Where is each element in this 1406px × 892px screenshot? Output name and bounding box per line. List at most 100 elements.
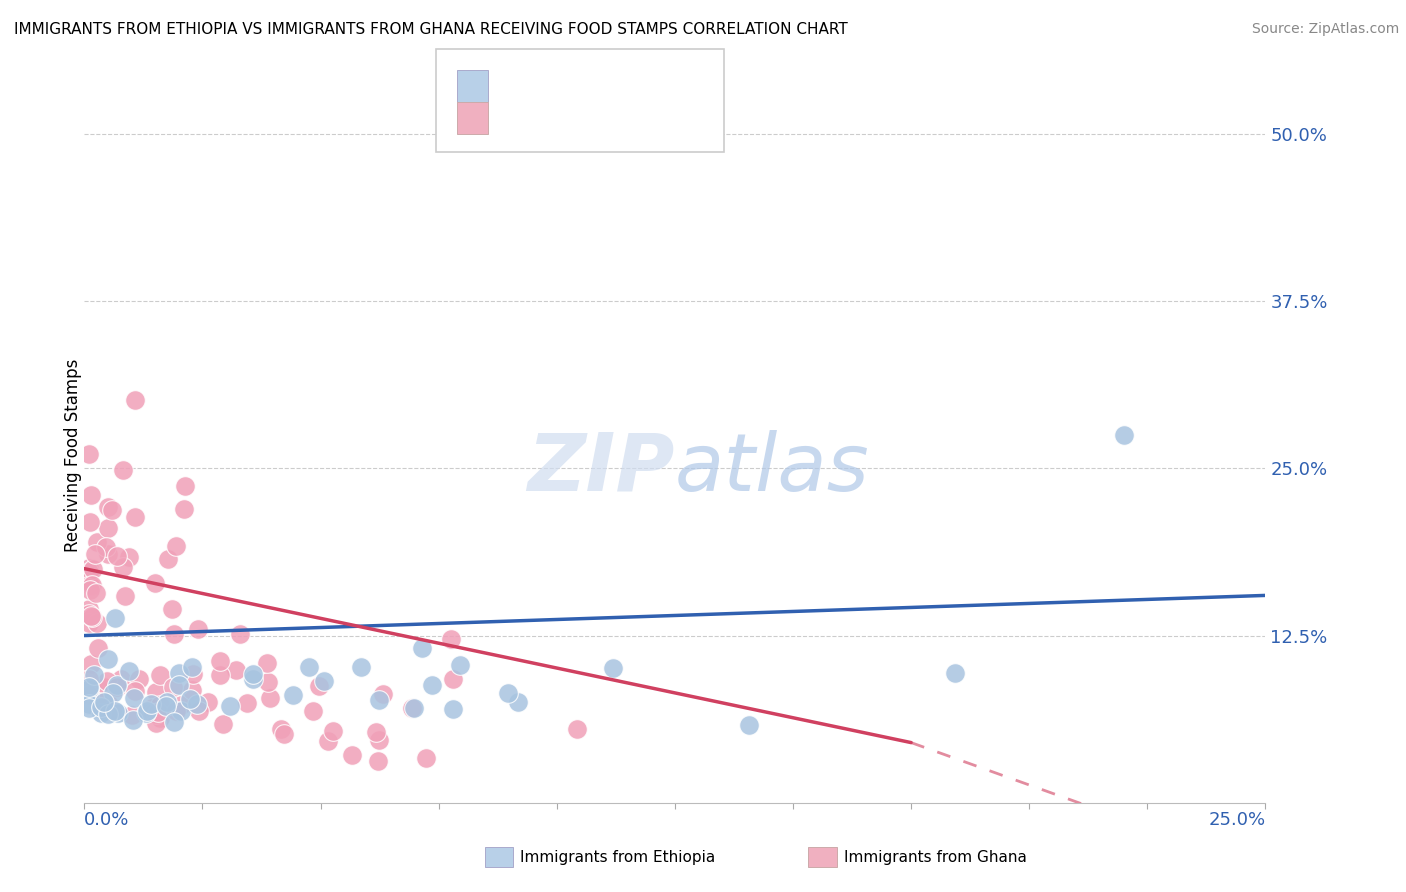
Point: [236, 696, 259, 710]
Point: [411, 640, 433, 655]
Point: [110, 672, 132, 686]
Point: [165, 704, 187, 718]
Point: [79, 578, 101, 592]
Point: [93, 680, 115, 694]
Point: [602, 661, 624, 675]
Point: [565, 722, 588, 736]
Point: [368, 733, 391, 747]
Point: [312, 673, 335, 688]
Point: [402, 700, 425, 714]
Point: [316, 734, 339, 748]
Point: [97, 696, 120, 710]
Point: [342, 747, 364, 762]
Point: [84, 585, 107, 599]
Point: [80, 657, 103, 672]
Point: [77, 688, 100, 702]
Point: [197, 695, 219, 709]
Point: [80, 578, 103, 592]
Point: [77, 697, 100, 711]
Point: [401, 700, 423, 714]
Point: [77, 698, 100, 712]
Point: [93, 695, 115, 709]
Point: [350, 660, 373, 674]
Point: [77, 682, 100, 697]
Point: [77, 607, 100, 622]
Point: [211, 717, 233, 731]
Point: [77, 616, 100, 631]
Point: [162, 714, 184, 729]
Text: 0.0%: 0.0%: [84, 811, 129, 830]
Point: [181, 666, 204, 681]
Point: [77, 566, 100, 580]
Point: [441, 673, 464, 687]
Point: [256, 657, 278, 671]
Point: [80, 609, 103, 624]
Point: [101, 702, 124, 716]
Point: [86, 535, 108, 549]
Point: [89, 695, 111, 709]
Point: [124, 691, 146, 706]
Point: [156, 552, 179, 566]
Text: Immigrants from Ethiopia: Immigrants from Ethiopia: [520, 850, 716, 864]
Point: [77, 701, 100, 715]
Text: ZIP: ZIP: [527, 430, 675, 508]
Text: R =: R =: [499, 109, 533, 127]
Point: [149, 711, 172, 725]
Point: [97, 521, 120, 535]
Point: [118, 550, 141, 565]
Point: [283, 688, 305, 702]
Point: [242, 666, 264, 681]
Point: [114, 589, 136, 603]
Point: [83, 668, 105, 682]
Point: [165, 539, 187, 553]
Point: [94, 540, 117, 554]
Text: -0.213: -0.213: [544, 109, 609, 127]
Point: [273, 727, 295, 741]
Point: [145, 706, 167, 721]
Text: Immigrants from Ghana: Immigrants from Ghana: [844, 850, 1026, 864]
Point: [508, 696, 530, 710]
Point: [225, 664, 247, 678]
Point: [368, 692, 391, 706]
Point: [105, 678, 128, 692]
Text: atlas: atlas: [675, 430, 870, 508]
Point: [143, 575, 166, 590]
Point: [124, 509, 146, 524]
Point: [173, 479, 195, 493]
Point: [90, 706, 112, 721]
Point: [86, 615, 108, 630]
Point: [118, 664, 141, 678]
Point: [170, 704, 193, 718]
Point: [104, 705, 127, 719]
Point: [367, 754, 389, 768]
Point: [104, 611, 127, 625]
Point: [188, 704, 211, 718]
Point: [449, 658, 471, 673]
Point: [209, 654, 232, 668]
Point: [111, 463, 134, 477]
Point: [101, 503, 124, 517]
Point: [162, 680, 184, 694]
Point: [141, 697, 163, 711]
Point: [145, 715, 167, 730]
Point: [79, 583, 101, 598]
Point: [97, 547, 120, 561]
Point: [420, 677, 443, 691]
Text: N =: N =: [609, 77, 643, 95]
Point: [79, 515, 101, 529]
Point: [97, 652, 120, 666]
Point: [167, 666, 190, 681]
Point: [149, 667, 172, 681]
Point: [943, 666, 966, 681]
Point: [124, 392, 146, 407]
Point: [156, 695, 179, 709]
Point: [179, 692, 201, 706]
Point: [181, 660, 204, 674]
Point: [259, 691, 281, 706]
Point: [142, 706, 165, 721]
Point: [441, 702, 464, 716]
Point: [87, 641, 110, 656]
Point: [219, 698, 242, 713]
Point: [141, 700, 163, 714]
Point: [738, 717, 761, 731]
